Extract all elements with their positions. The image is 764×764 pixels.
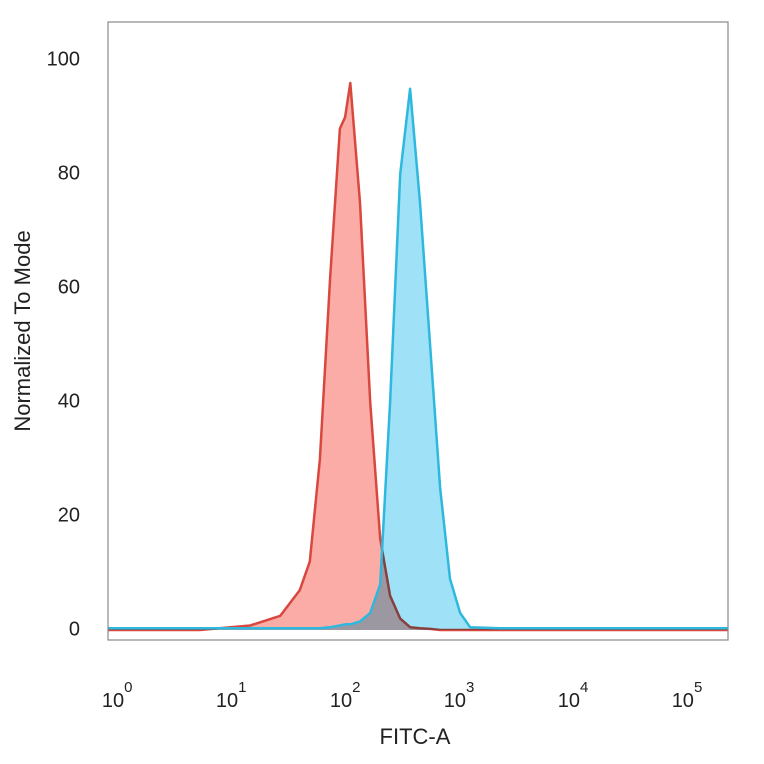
x-tick-label: 103 — [444, 679, 475, 712]
x-axis-label: FITC-A — [380, 724, 451, 749]
area-fill — [108, 88, 728, 631]
x-tick-base: 10 — [216, 690, 238, 712]
x-tick-base: 10 — [672, 690, 694, 712]
area-line — [108, 87, 728, 630]
x-tick-exponent: 2 — [352, 679, 360, 696]
x-tick-base: 10 — [558, 690, 580, 712]
x-tick-exponent: 0 — [124, 679, 132, 696]
x-tick-exponent: 3 — [466, 679, 474, 696]
x-tick-label: 104 — [558, 679, 589, 712]
y-tick-label: 60 — [58, 276, 80, 298]
plot-frame — [107, 21, 729, 641]
y-tick-label: 80 — [58, 162, 80, 184]
x-tick-base: 10 — [102, 690, 124, 712]
y-axis-label: Normalized To Mode — [10, 230, 35, 431]
x-tick-base: 10 — [330, 690, 352, 712]
x-tick-label: 105 — [672, 679, 703, 712]
y-tick-label: 40 — [58, 390, 80, 412]
y-tick-label: 20 — [58, 504, 80, 526]
y-tick-label: 0 — [69, 618, 80, 640]
plot-area — [108, 81, 728, 632]
x-tick-exponent: 4 — [580, 679, 588, 696]
y-tick-label: 100 — [47, 48, 80, 70]
x-tick-label: 100 — [102, 679, 133, 712]
x-tick-exponent: 5 — [694, 679, 702, 696]
x-tick-base: 10 — [444, 690, 466, 712]
x-tick-label: 102 — [330, 679, 361, 712]
x-tick-label: 101 — [216, 679, 247, 712]
x-tick-exponent: 1 — [238, 679, 246, 696]
